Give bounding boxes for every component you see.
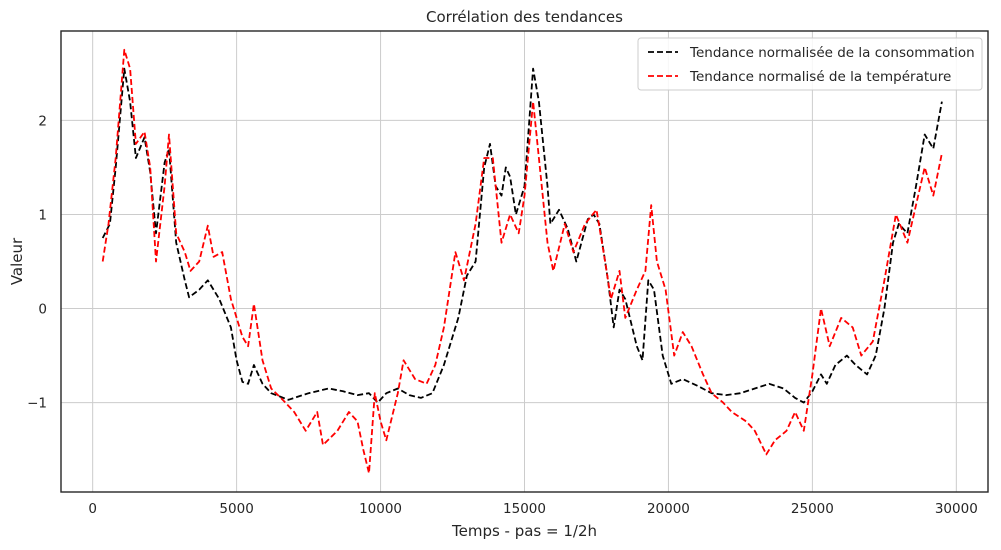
x-tick-label: 25000 — [791, 501, 834, 517]
x-tick-label: 0 — [88, 501, 97, 517]
x-tick-label: 10000 — [359, 501, 402, 517]
legend-entry-consumption: Tendance normalisée de la consommation — [689, 45, 975, 61]
x-tick-label: 5000 — [219, 501, 253, 517]
x-tick-label: 15000 — [503, 501, 546, 517]
series-line-consumption — [101, 67, 943, 404]
legend: Tendance normalisée de la consommation T… — [637, 37, 983, 91]
series-layer — [101, 48, 943, 475]
plot-frame — [60, 30, 989, 493]
x-tick-label: 20000 — [647, 501, 690, 517]
y-axis-label: Valeur — [8, 237, 26, 285]
legend-box — [637, 37, 983, 91]
y-tick-label: 0 — [38, 302, 47, 318]
y-tick-label: −1 — [27, 396, 47, 412]
x-axis-label: Temps - pas = 1/2h — [451, 522, 597, 540]
grid-lines — [61, 31, 988, 492]
series-line-temperature — [101, 48, 943, 475]
tick-labels: 0 5000 10000 15000 20000 25000 30000 −1 0 1 2 — [27, 113, 978, 517]
y-tick-label: 1 — [38, 207, 47, 223]
y-tick-label: 2 — [38, 113, 47, 129]
x-tick-label: 30000 — [935, 501, 978, 517]
legend-entry-temperature: Tendance normalisé de la température — [689, 69, 951, 85]
chart-title: Corrélation des tendances — [426, 8, 623, 26]
